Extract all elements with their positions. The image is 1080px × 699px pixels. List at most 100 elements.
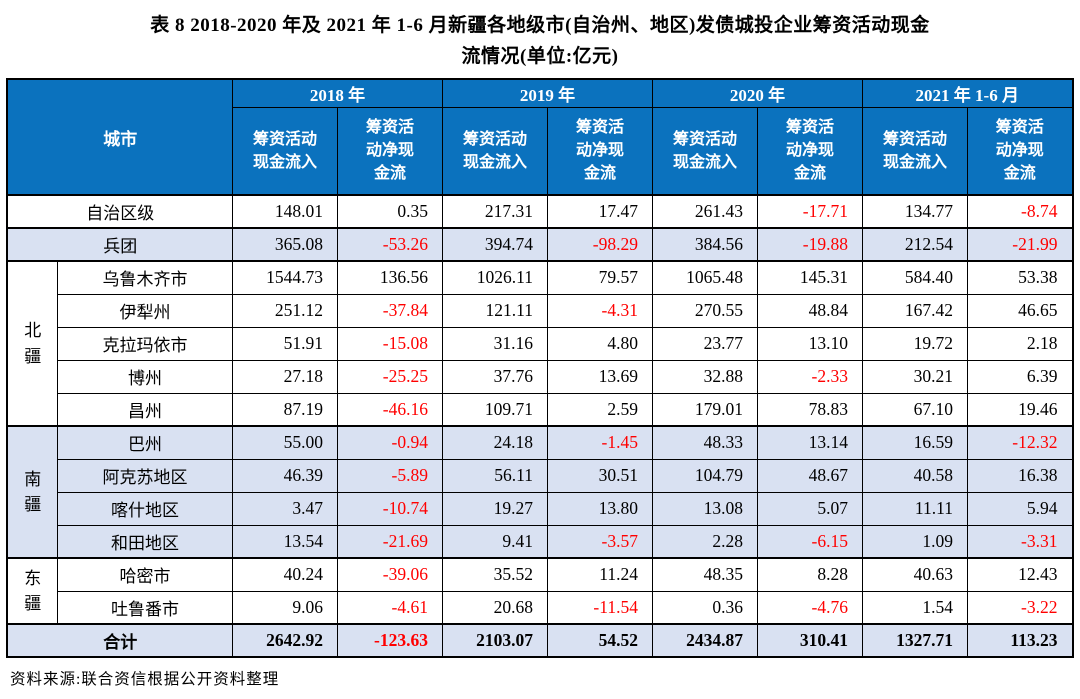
value-cell: 4.80 bbox=[546, 326, 653, 361]
value-cell: 16.59 bbox=[861, 425, 968, 460]
value-cell: 394.74 bbox=[441, 227, 548, 262]
value-cell: 27.18 bbox=[231, 359, 338, 394]
value-cell: 19.46 bbox=[966, 392, 1074, 427]
value-cell: 79.57 bbox=[546, 260, 653, 295]
value-cell: 1544.73 bbox=[231, 260, 338, 295]
header-inflow-2019: 筹资活动 现金流入 bbox=[441, 106, 548, 196]
table-title: 表 8 2018-2020 年及 2021 年 1-6 月新疆各地级市(自治州、… bbox=[0, 0, 1080, 72]
value-cell: 13.14 bbox=[756, 425, 863, 460]
value-cell: -3.31 bbox=[966, 524, 1074, 559]
region-label: 东疆 bbox=[6, 557, 58, 625]
value-cell: 48.67 bbox=[756, 458, 863, 493]
value-cell: -2.33 bbox=[756, 359, 863, 394]
value-cell: -11.54 bbox=[546, 590, 653, 625]
value-cell: 1026.11 bbox=[441, 260, 548, 295]
value-cell: 48.84 bbox=[756, 293, 863, 328]
value-cell: 55.00 bbox=[231, 425, 338, 460]
table-row: 吐鲁番市 9.06 -4.61 20.68 -11.54 0.36 -4.76 1.54 -3.… bbox=[7, 590, 1074, 625]
value-cell: -6.15 bbox=[756, 524, 863, 559]
value-cell: 19.72 bbox=[861, 326, 968, 361]
value-cell: 104.79 bbox=[651, 458, 758, 493]
value-cell: 40.24 bbox=[231, 557, 338, 592]
value-cell: -1.45 bbox=[546, 425, 653, 460]
value-cell: 2.59 bbox=[546, 392, 653, 427]
table-body: 自治区级 148.01 0.35 217.31 17.47 261.43 -17.71 134… bbox=[6, 194, 1074, 658]
city-label: 和田地区 bbox=[56, 524, 233, 559]
value-cell: 0.35 bbox=[336, 194, 443, 229]
value-cell: -10.74 bbox=[336, 491, 443, 526]
value-cell: -21.69 bbox=[336, 524, 443, 559]
value-cell: 32.88 bbox=[651, 359, 758, 394]
value-cell: 23.77 bbox=[651, 326, 758, 361]
value-cell: 212.54 bbox=[861, 227, 968, 262]
table-row: 喀什地区 3.47 -10.74 19.27 13.80 13.08 5.07 11.11 5.… bbox=[7, 491, 1074, 526]
city-label: 昌州 bbox=[56, 392, 233, 427]
value-cell: 145.31 bbox=[756, 260, 863, 295]
value-cell: 0.36 bbox=[651, 590, 758, 625]
value-cell: -3.22 bbox=[966, 590, 1074, 625]
value-cell: -15.08 bbox=[336, 326, 443, 361]
value-cell: 24.18 bbox=[441, 425, 548, 460]
value-cell: 40.63 bbox=[861, 557, 968, 592]
city-label: 哈密市 bbox=[56, 557, 233, 592]
value-cell: 17.47 bbox=[546, 194, 653, 229]
table-row: 伊犁州 251.12 -37.84 121.11 -4.31 270.55 48.84 167… bbox=[7, 293, 1074, 328]
value-cell: -25.25 bbox=[336, 359, 443, 394]
value-cell: 13.80 bbox=[546, 491, 653, 526]
city-label: 兵团 bbox=[6, 227, 233, 262]
value-cell: 20.68 bbox=[441, 590, 548, 625]
value-cell: -17.71 bbox=[756, 194, 863, 229]
table-row: 自治区级 148.01 0.35 217.31 17.47 261.43 -17.71 134… bbox=[6, 194, 1074, 229]
value-cell: 134.77 bbox=[861, 194, 968, 229]
value-cell: 40.58 bbox=[861, 458, 968, 493]
value-cell: 37.76 bbox=[441, 359, 548, 394]
value-cell: 136.56 bbox=[336, 260, 443, 295]
value-cell: -39.06 bbox=[336, 557, 443, 592]
value-cell: -3.57 bbox=[546, 524, 653, 559]
header-inflow-2021h1: 筹资活动 现金流入 bbox=[861, 106, 968, 196]
value-cell: -8.74 bbox=[966, 194, 1074, 229]
header-net-2019: 筹资活 动净现 金流 bbox=[546, 106, 653, 196]
value-cell: 261.43 bbox=[651, 194, 758, 229]
value-cell: -53.26 bbox=[336, 227, 443, 262]
value-cell: 87.19 bbox=[231, 392, 338, 427]
financing-cashflow-table: 城市 2018 年 2019 年 2020 年 2021 年 1-6 月 筹资活… bbox=[6, 78, 1074, 658]
value-cell: -123.63 bbox=[336, 623, 443, 658]
table-row: 东疆 哈密市 40.24 -39.06 35.52 11.24 48.35 8.28 40.63… bbox=[6, 557, 1074, 625]
table-row: 兵团 365.08 -53.26 394.74 -98.29 384.56 -19.88 21… bbox=[6, 227, 1074, 262]
value-cell: 8.28 bbox=[756, 557, 863, 592]
value-cell: 54.52 bbox=[546, 623, 653, 658]
table-row: 昌州 87.19 -46.16 109.71 2.59 179.01 78.83 67.10 1… bbox=[7, 392, 1074, 427]
value-cell: -0.94 bbox=[336, 425, 443, 460]
value-cell: 2103.07 bbox=[441, 623, 548, 658]
value-cell: 13.08 bbox=[651, 491, 758, 526]
value-cell: 51.91 bbox=[231, 326, 338, 361]
table-row: 阿克苏地区 46.39 -5.89 56.11 30.51 104.79 48.67 40.5… bbox=[7, 458, 1074, 493]
city-label: 自治区级 bbox=[6, 194, 233, 229]
header-net-2021h1: 筹资活 动净现 金流 bbox=[966, 106, 1074, 196]
value-cell: 16.38 bbox=[966, 458, 1074, 493]
city-label: 合计 bbox=[6, 623, 233, 658]
header-inflow-2020: 筹资活动 现金流入 bbox=[651, 106, 758, 196]
value-cell: 11.24 bbox=[546, 557, 653, 592]
value-cell: 2434.87 bbox=[651, 623, 758, 658]
table-header: 城市 2018 年 2019 年 2020 年 2021 年 1-6 月 筹资活… bbox=[6, 78, 1074, 196]
value-cell: 11.11 bbox=[861, 491, 968, 526]
value-cell: 12.43 bbox=[966, 557, 1074, 592]
value-cell: 13.69 bbox=[546, 359, 653, 394]
city-label: 阿克苏地区 bbox=[56, 458, 233, 493]
value-cell: 67.10 bbox=[861, 392, 968, 427]
value-cell: 78.83 bbox=[756, 392, 863, 427]
value-cell: 3.47 bbox=[231, 491, 338, 526]
value-cell: -21.99 bbox=[966, 227, 1074, 262]
city-label: 克拉玛依市 bbox=[56, 326, 233, 361]
header-year-2020: 2020 年 bbox=[651, 78, 863, 108]
value-cell: 13.54 bbox=[231, 524, 338, 559]
value-cell: 109.71 bbox=[441, 392, 548, 427]
value-cell: 5.07 bbox=[756, 491, 863, 526]
value-cell: -4.76 bbox=[756, 590, 863, 625]
value-cell: 251.12 bbox=[231, 293, 338, 328]
value-cell: -5.89 bbox=[336, 458, 443, 493]
value-cell: 30.51 bbox=[546, 458, 653, 493]
source-note: 资料来源:联合资信根据公开资料整理 bbox=[10, 671, 280, 688]
